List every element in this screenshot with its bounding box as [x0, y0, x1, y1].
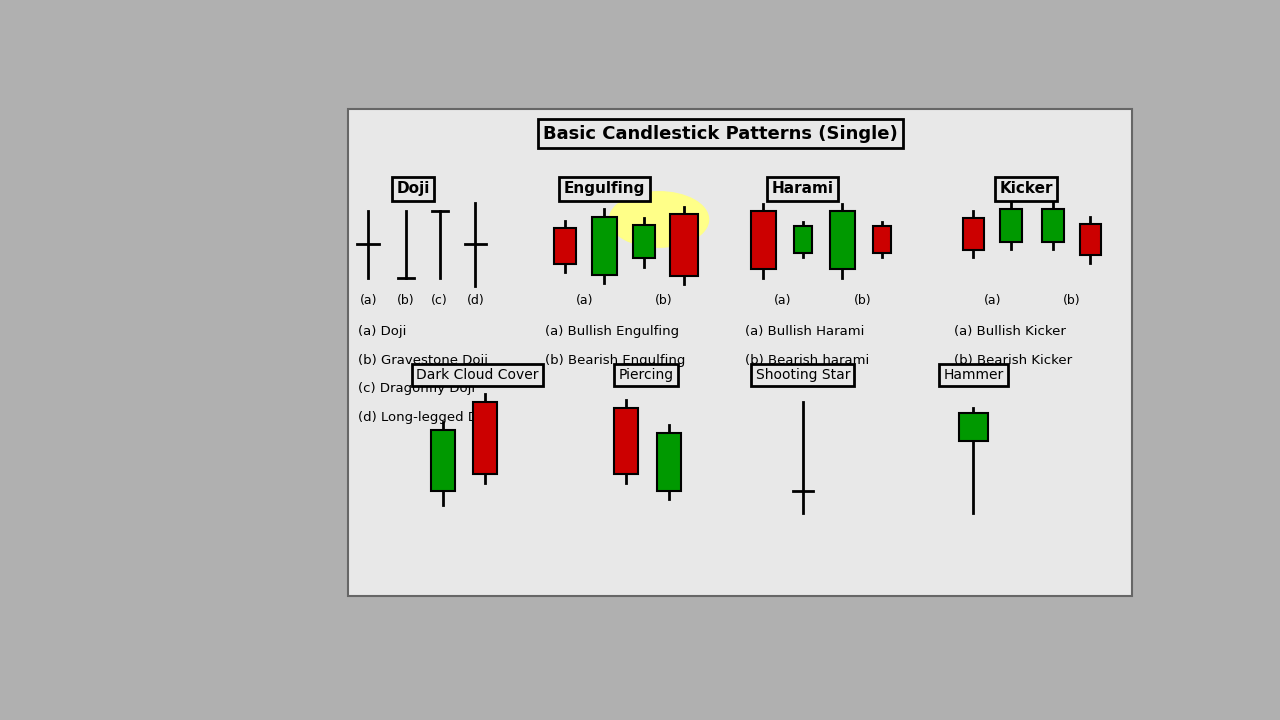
Text: (c) Dragonfly Doji: (c) Dragonfly Doji	[358, 382, 476, 395]
Text: (a) Bullish Harami: (a) Bullish Harami	[745, 325, 865, 338]
Text: Hammer: Hammer	[943, 368, 1004, 382]
Bar	[431, 430, 454, 491]
Bar	[831, 211, 855, 269]
Text: Shooting Star: Shooting Star	[755, 368, 850, 382]
Text: (b): (b)	[397, 294, 415, 307]
Text: (c): (c)	[431, 294, 448, 307]
Bar	[657, 433, 681, 491]
Text: (b): (b)	[854, 294, 872, 307]
Text: Kicker: Kicker	[1000, 181, 1052, 197]
Text: (a) Doji: (a) Doji	[358, 325, 407, 338]
Bar	[634, 225, 655, 258]
Text: (a) Bullish Kicker: (a) Bullish Kicker	[954, 325, 1065, 338]
Bar	[591, 217, 617, 275]
Bar	[474, 402, 497, 474]
Bar	[873, 226, 891, 253]
Text: (b): (b)	[655, 294, 673, 307]
Text: (b): (b)	[1062, 294, 1080, 307]
Circle shape	[609, 192, 709, 247]
Bar	[1000, 210, 1021, 242]
Bar	[1042, 210, 1064, 242]
Text: (a): (a)	[576, 294, 594, 307]
Bar	[1079, 224, 1101, 256]
Text: (b) Gravestone Doji: (b) Gravestone Doji	[358, 354, 489, 366]
Text: (a): (a)	[774, 294, 792, 307]
Text: Doji: Doji	[397, 181, 430, 197]
Text: (b) Bearish harami: (b) Bearish harami	[745, 354, 869, 366]
Bar	[794, 226, 812, 253]
Text: Engulfing: Engulfing	[563, 181, 645, 197]
Text: (d): (d)	[467, 294, 484, 307]
Text: Piercing: Piercing	[618, 368, 673, 382]
Text: (b) Bearish Kicker: (b) Bearish Kicker	[954, 354, 1071, 366]
Bar	[614, 408, 639, 474]
Bar	[554, 228, 576, 264]
Text: (b) Bearish Engulfing: (b) Bearish Engulfing	[545, 354, 685, 366]
Text: Dark Cloud Cover: Dark Cloud Cover	[416, 368, 539, 382]
Bar	[959, 413, 988, 441]
Text: Basic Candlestick Patterns (Single): Basic Candlestick Patterns (Single)	[543, 125, 897, 143]
Text: (a): (a)	[983, 294, 1001, 307]
Text: (a) Bullish Engulfing: (a) Bullish Engulfing	[545, 325, 678, 338]
Bar	[963, 218, 984, 250]
Text: (d) Long-legged Doji: (d) Long-legged Doji	[358, 411, 494, 424]
Bar	[751, 211, 776, 269]
Bar	[669, 214, 698, 276]
Bar	[348, 109, 1133, 596]
Text: Harami: Harami	[772, 181, 833, 197]
Text: (a): (a)	[360, 294, 378, 307]
